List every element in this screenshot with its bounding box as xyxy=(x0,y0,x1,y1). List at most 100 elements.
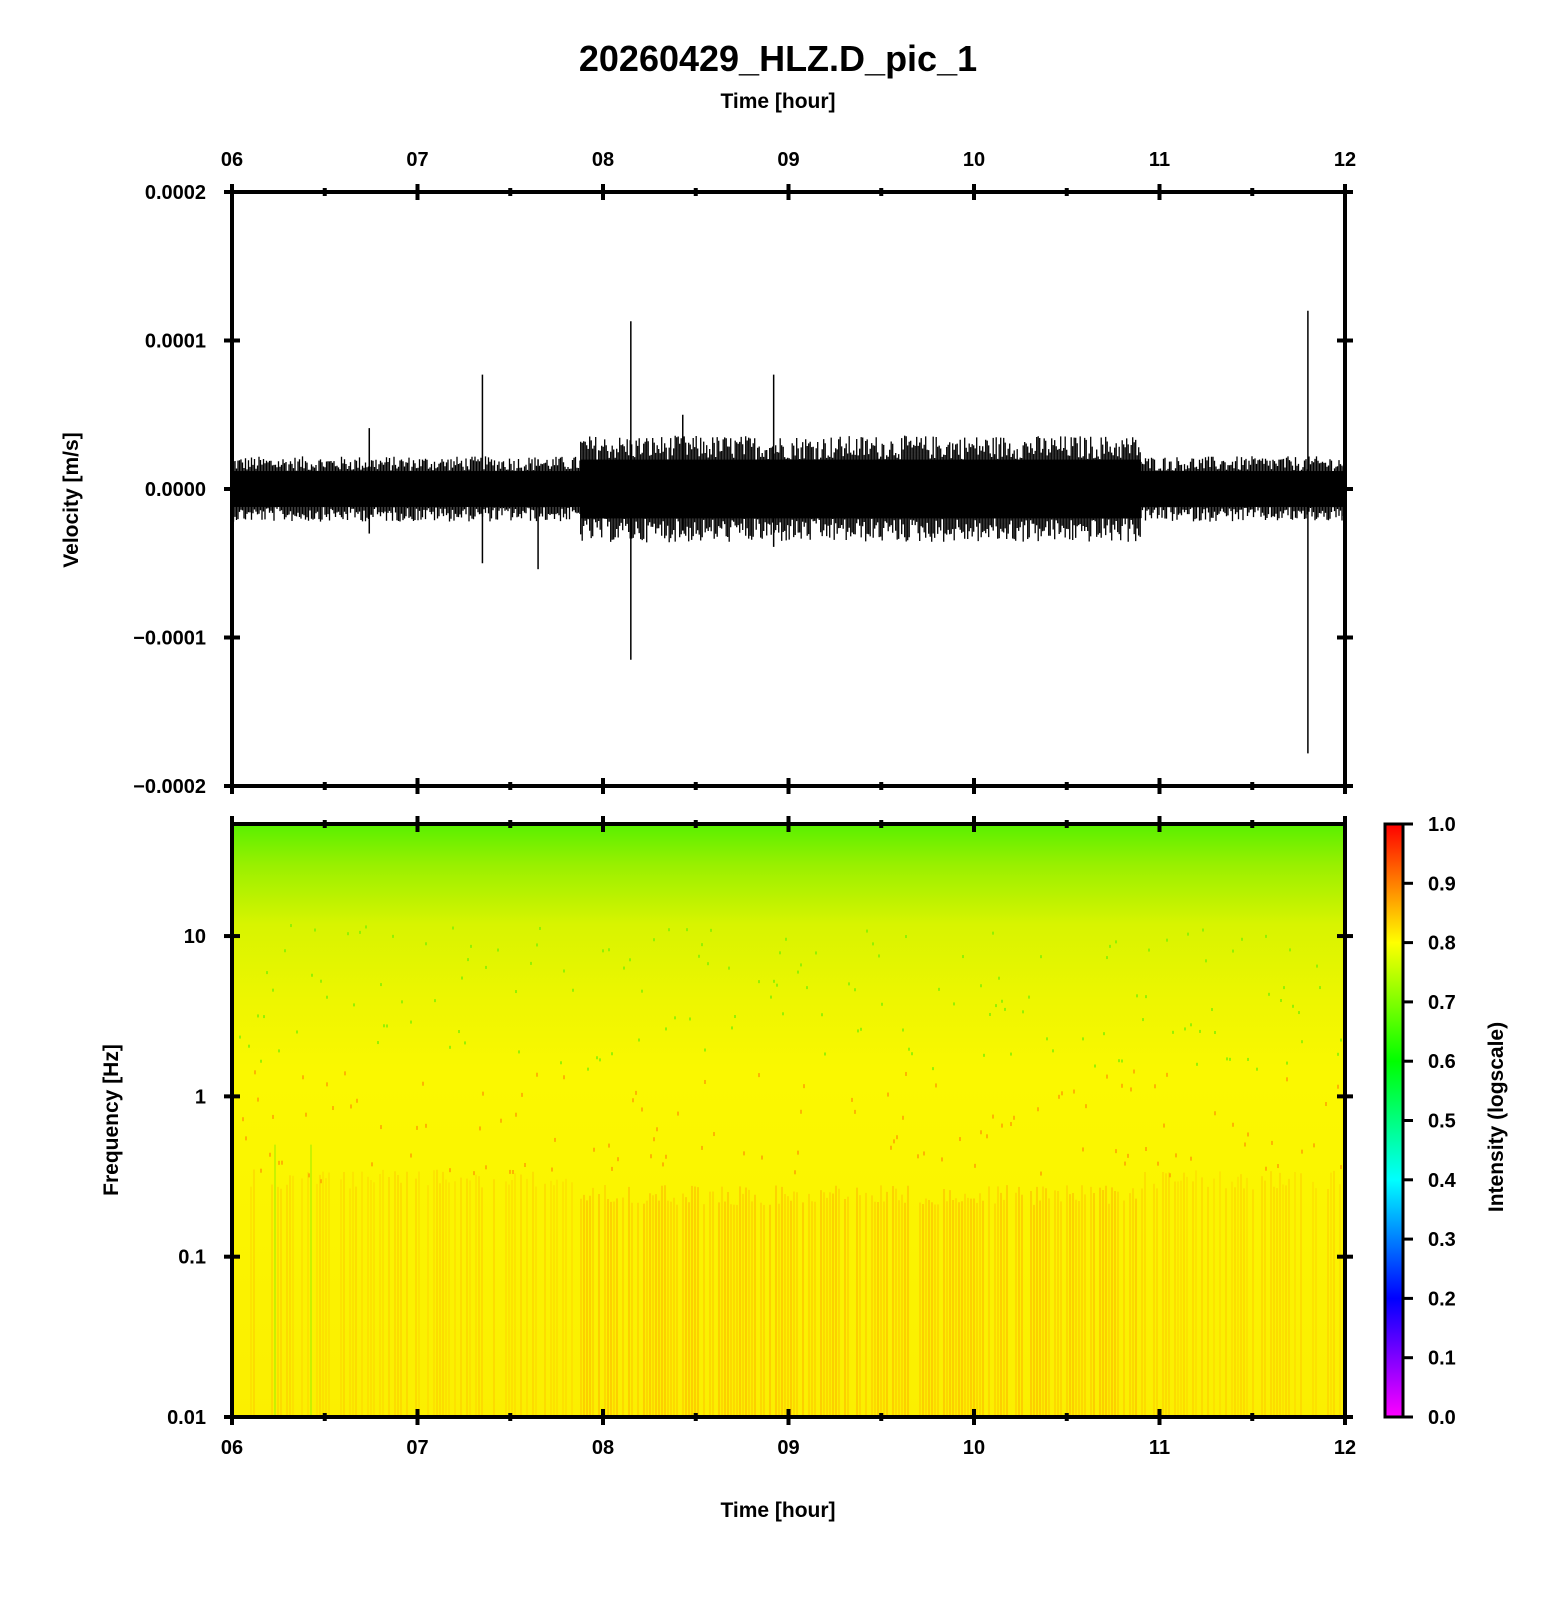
spectrogram-fleck xyxy=(665,1154,667,1159)
spectrogram-fleck xyxy=(893,1139,895,1144)
spectrogram-y-tick-label: 1 xyxy=(195,1086,206,1108)
spectrogram-fleck xyxy=(1232,949,1234,953)
spectrogram-fleck xyxy=(677,1111,679,1116)
spectrogram-fleck xyxy=(1340,1038,1342,1042)
spectrogram-fleck xyxy=(1175,1153,1177,1158)
spectrogram-fleck xyxy=(1115,1149,1117,1154)
spectrogram-fleck xyxy=(953,1002,955,1006)
spectrogram-fleck xyxy=(668,928,670,932)
spectrogram-fleck xyxy=(800,963,802,967)
colorbar-tick-label: 0.6 xyxy=(1428,1051,1456,1073)
spectrogram-fleck xyxy=(311,973,313,977)
bottom-x-tick-label: 07 xyxy=(406,1437,428,1459)
spectrogram-fleck xyxy=(1040,955,1042,959)
spectrogram-fleck xyxy=(1106,1074,1108,1079)
spectrogram-fleck xyxy=(1319,986,1321,990)
spectrogram-fleck xyxy=(473,1171,475,1176)
spectrogram-fleck xyxy=(401,1000,403,1004)
spectrogram-fleck xyxy=(650,1154,652,1159)
spectrogram-fleck xyxy=(563,1075,565,1080)
spectrogram-fleck xyxy=(776,983,778,987)
colorbar-tick-label: 0.5 xyxy=(1428,1111,1456,1133)
spectrogram-fleck xyxy=(599,1058,601,1062)
spectrogram-fleck xyxy=(425,942,427,946)
spectrogram-fleck xyxy=(1256,1067,1258,1071)
spectrogram-fleck xyxy=(1145,1147,1147,1152)
spectrogram-fleck xyxy=(1052,1049,1054,1053)
spectrogram-fleck xyxy=(1046,1037,1048,1041)
spectrogram-fleck xyxy=(521,1092,523,1097)
spectrogram-fleck xyxy=(1202,928,1204,932)
spectrogram-fleck xyxy=(782,1012,784,1016)
spectrogram-fleck xyxy=(1124,1161,1126,1166)
colorbar-ticks: 1.0 0.9 0.8 0.7 0.6 0.5 0.4 0.3 0.2 0.1 0.0 xyxy=(1403,814,1457,1429)
waveform-y-tick-label: −0.0002 xyxy=(133,776,206,798)
bottom-x-tick-label: 10 xyxy=(963,1437,985,1459)
spectrogram-fleck xyxy=(734,1015,736,1019)
spectrogram-fleck xyxy=(1103,1032,1105,1036)
spectrogram-fleck xyxy=(1109,944,1111,948)
spectrogram-fleck xyxy=(512,1170,514,1175)
spectrogram-fleck xyxy=(854,988,856,992)
spectrogram-fleck xyxy=(290,924,292,928)
spectrogram-fleck xyxy=(743,1151,745,1156)
bottom-x-tick-label: 08 xyxy=(592,1437,614,1459)
waveform-y-tick-label: −0.0001 xyxy=(133,628,206,650)
spectrogram-fleck xyxy=(515,990,517,994)
spectrogram-fleck xyxy=(1301,1149,1303,1154)
spectrogram-fleck xyxy=(467,958,469,962)
spectrogram-fleck xyxy=(1298,1011,1300,1015)
colorbar-tick-label: 0.2 xyxy=(1428,1288,1456,1310)
spectrogram-fleck xyxy=(935,1083,937,1088)
spectrogram-fleck xyxy=(728,966,730,970)
spectrogram-fleck xyxy=(1196,1062,1198,1066)
spectrogram-fleck xyxy=(905,1071,907,1076)
spectrogram-fleck xyxy=(602,949,604,953)
spectrogram-fleck xyxy=(524,1163,526,1168)
spectrogram-fleck xyxy=(284,949,286,953)
spectrogram-fleck xyxy=(698,954,700,958)
spectrogram-fleck xyxy=(890,1145,892,1150)
spectrogram-fleck xyxy=(1082,1147,1084,1152)
spectrogram-fleck xyxy=(1286,1061,1288,1065)
spectrogram-fleck xyxy=(254,1070,256,1075)
bottom-x-tick-label: 06 xyxy=(221,1437,243,1459)
spectrogram-fleck xyxy=(371,1162,373,1167)
spectrogram-fleck xyxy=(1277,1164,1279,1169)
spectrogram-fleck xyxy=(380,1125,382,1130)
spectrogram-fleck xyxy=(686,928,688,932)
spectrogram-fleck xyxy=(1118,1059,1120,1063)
spectrogram-fleck xyxy=(434,999,436,1003)
spectrogram-fleck xyxy=(281,1160,283,1165)
spectrogram-fleck xyxy=(785,937,787,941)
spectrogram-fleck xyxy=(482,1091,484,1096)
spectrogram-fleck xyxy=(1169,1173,1171,1178)
colorbar-tick-label: 0.0 xyxy=(1428,1407,1456,1429)
bottom-x-axis-label: Time [hour] xyxy=(720,1499,836,1522)
spectrogram-fleck xyxy=(638,1038,640,1042)
spectrogram-fleck xyxy=(701,943,703,947)
spectrogram-fleck xyxy=(854,1109,856,1114)
spectrogram-fleck xyxy=(779,951,781,955)
spectrogram-fleck xyxy=(821,1013,823,1017)
spectrogram-fleck xyxy=(878,954,880,958)
spectrogram-fleck xyxy=(587,1067,589,1071)
spectrogram-fleck xyxy=(356,1098,358,1103)
spectrogram-fleck xyxy=(980,984,982,988)
colorbar-tick-label: 0.3 xyxy=(1428,1229,1456,1251)
spectrogram-fleck xyxy=(497,948,499,952)
spectrogram-fleck xyxy=(278,1160,280,1165)
spectrogram-fleck xyxy=(449,1045,451,1049)
spectrogram-fleck xyxy=(332,1106,334,1111)
top-x-axis-label: Time [hour] xyxy=(720,90,836,113)
colorbar-tick-label: 0.7 xyxy=(1428,992,1456,1014)
spectrogram-fleck xyxy=(1145,995,1147,999)
spectrogram-fleck xyxy=(1166,938,1168,942)
spectrogram-fleck xyxy=(923,1151,925,1156)
spectrogram-fleck xyxy=(1157,1161,1159,1166)
spectrogram-fleck xyxy=(422,1081,424,1086)
spectrogram-fleck xyxy=(1061,1091,1063,1096)
spectrogram-fleck xyxy=(617,1157,619,1162)
spectrogram-fleck xyxy=(245,1136,247,1141)
spectrogram-fleck xyxy=(350,1104,352,1109)
